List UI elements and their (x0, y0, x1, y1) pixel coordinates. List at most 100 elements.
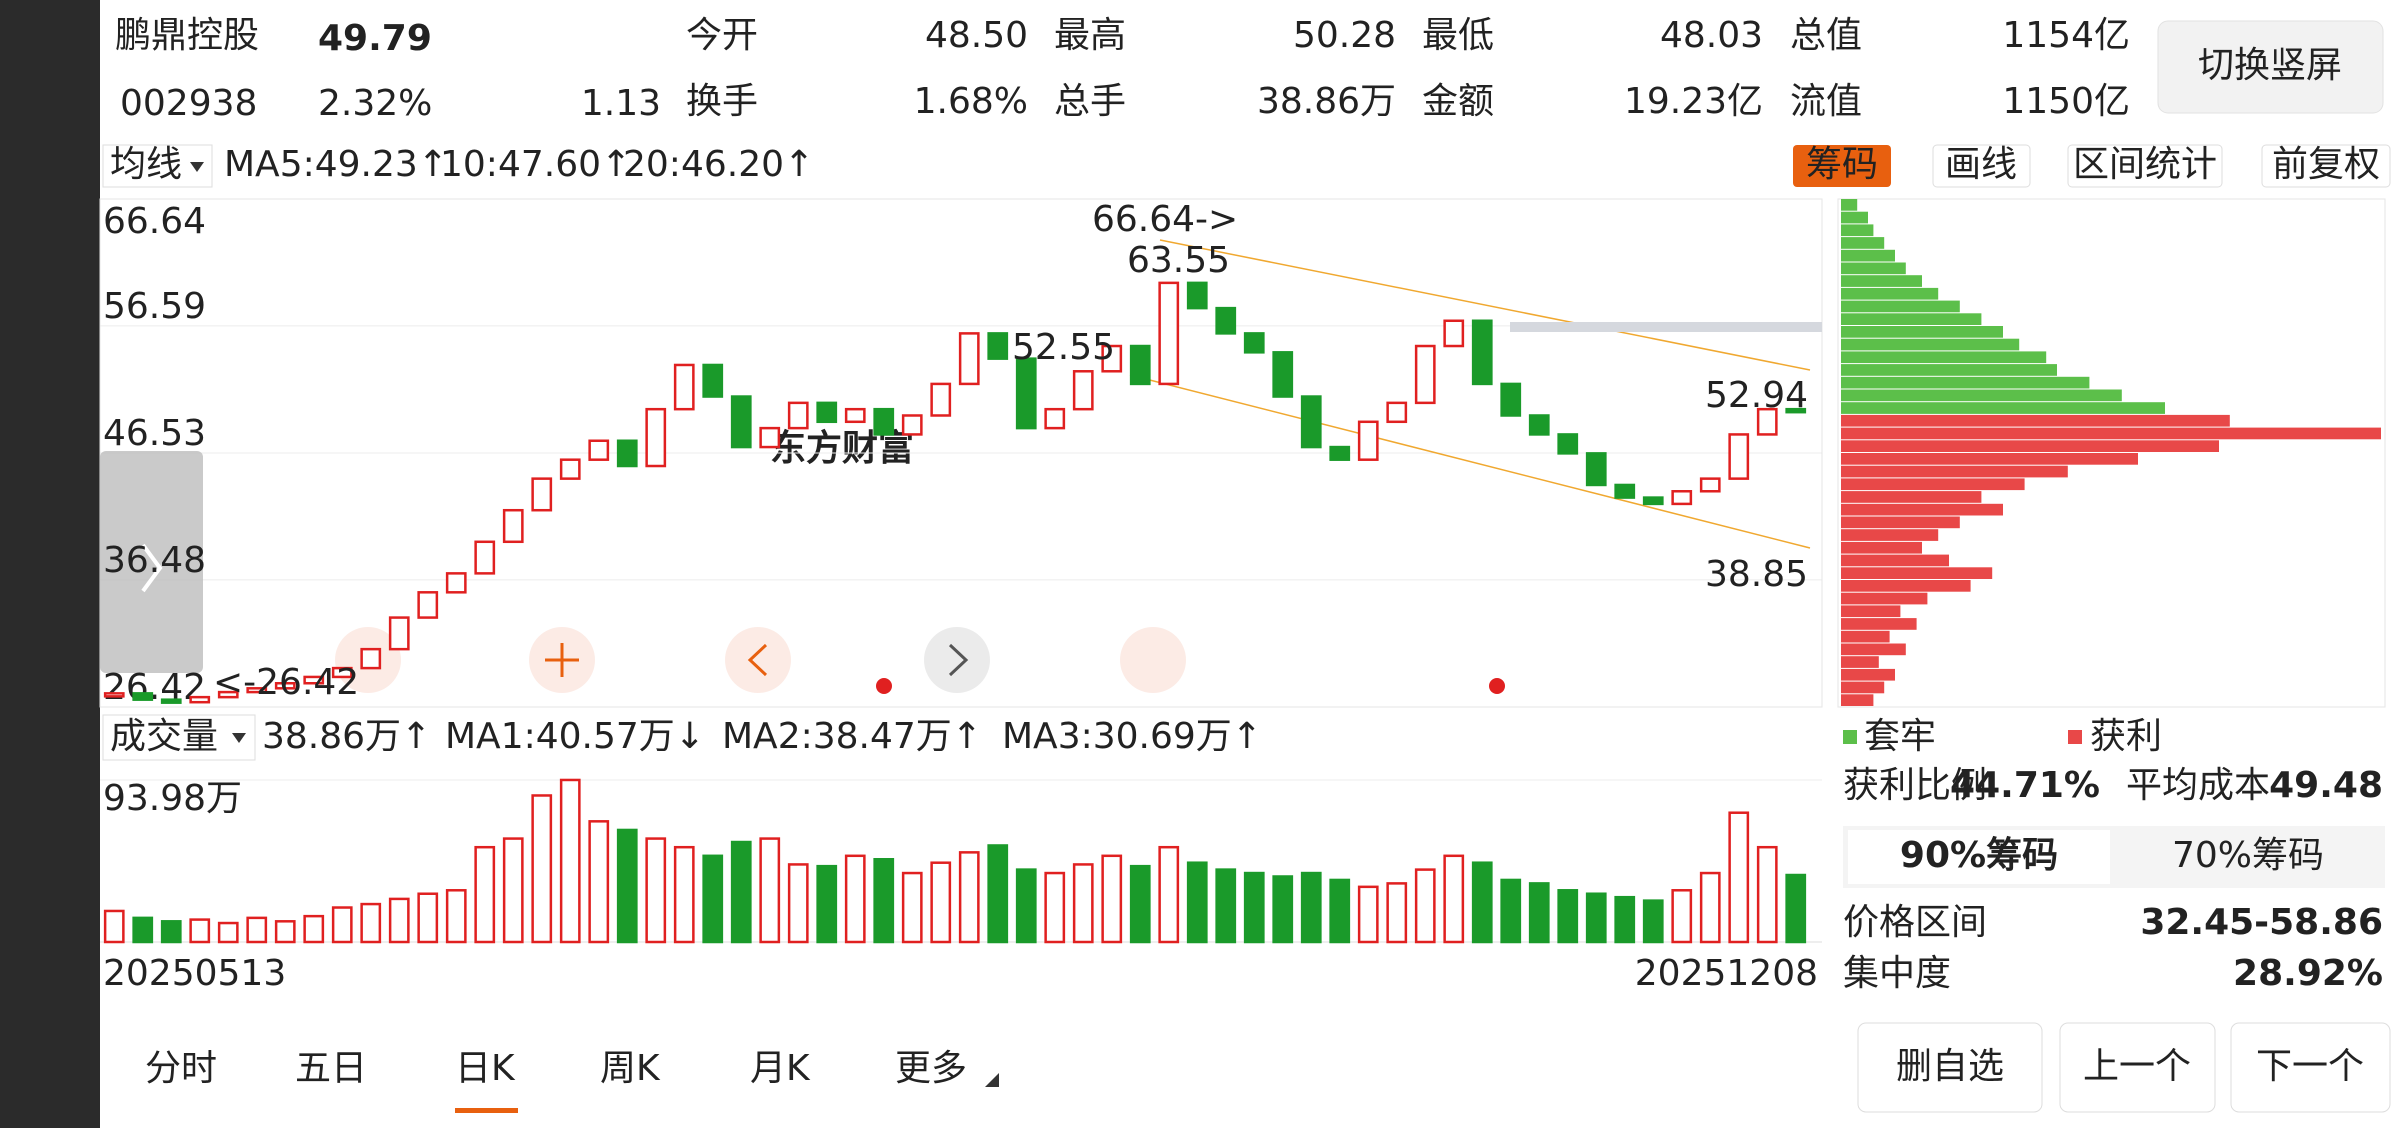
volume-bar (189, 918, 211, 944)
candle (673, 363, 695, 411)
chip-bar (1841, 592, 1928, 605)
action-button[interactable] (2059, 1022, 2216, 1113)
volume-bar (1699, 871, 1721, 944)
action-label[interactable]: 删自选 (1896, 1046, 2004, 1087)
candle (1272, 351, 1294, 398)
chip-bar (1841, 554, 1949, 567)
date-label: 20251208 (1635, 953, 1818, 994)
volume-bar (1072, 863, 1094, 944)
chip-bar (1841, 668, 1895, 681)
volume-bar (1044, 871, 1066, 944)
annotation: 63.55 (1127, 240, 1230, 281)
field-value: 1150亿 (2002, 81, 2130, 122)
period-tab[interactable]: 周K (600, 1048, 661, 1089)
volume-bar (246, 916, 268, 944)
chip-bar (1841, 465, 2068, 478)
annotation: 66.64-> (1092, 199, 1238, 240)
reset-button[interactable] (1120, 627, 1186, 693)
chip-bar (1841, 199, 1858, 211)
field-label: 最高 (1054, 15, 1126, 56)
orient-button[interactable] (2157, 20, 2384, 114)
volume-bar (1614, 895, 1636, 944)
tab-underline (455, 1108, 518, 1113)
action-button[interactable] (2230, 1022, 2391, 1113)
dropdown-icon (190, 162, 204, 172)
candle (844, 407, 866, 424)
tool-active[interactable] (1793, 145, 1891, 187)
candle (360, 647, 382, 670)
candle (417, 591, 439, 619)
legend-label: 套牢 (1864, 716, 1936, 757)
candle (559, 458, 581, 480)
candle (1072, 370, 1094, 411)
candle (303, 675, 325, 685)
volume-ma-value: 38.86万↑ (262, 716, 431, 757)
action-label[interactable]: 上一个 (2083, 1046, 2191, 1087)
event-dot (1489, 678, 1505, 694)
candle (1699, 477, 1721, 493)
candle (189, 695, 211, 704)
chip-bar (1841, 224, 1874, 237)
volume-bar (103, 909, 125, 944)
y-tick-label: 26.42 (103, 667, 206, 708)
period-tab[interactable]: 更多 (895, 1048, 967, 1089)
left-icon (747, 643, 768, 677)
volume-bar (1215, 868, 1237, 944)
plus-icon (545, 643, 579, 677)
chip-bar (1841, 618, 1917, 630)
next-button[interactable] (924, 627, 990, 693)
chip-frame (1837, 198, 2386, 708)
volume-bar (588, 820, 610, 944)
volume-bar (1671, 889, 1693, 944)
chip-bar (1841, 478, 2025, 491)
chip-bar (1841, 211, 1868, 224)
side-panel-toggle[interactable] (100, 451, 203, 673)
candle (645, 407, 667, 468)
channel-line (1129, 374, 1811, 549)
annotation: <-26.42 (213, 662, 359, 703)
volume-bar (559, 778, 581, 944)
candle (1443, 319, 1465, 348)
action-button[interactable] (1857, 1022, 2043, 1113)
prev-button[interactable] (725, 627, 791, 693)
period-tab[interactable]: 五日 (295, 1048, 367, 1089)
field-label: 流值 (1790, 81, 1862, 122)
tool[interactable] (1932, 144, 2031, 188)
candle (388, 616, 410, 651)
chip-bar (1841, 402, 2165, 414)
field-value: 48.03 (1660, 15, 1763, 56)
candle (958, 332, 980, 386)
annotation: 38.85 (1705, 554, 1808, 595)
tool-label: 筹码 (1806, 144, 1878, 185)
candle (1186, 281, 1208, 310)
action-label[interactable]: 下一个 (2256, 1046, 2364, 1087)
volume-bar (1300, 871, 1322, 944)
candle (1300, 395, 1322, 449)
period-tab[interactable]: 分时 (145, 1048, 217, 1089)
period-tab[interactable]: 月K (750, 1048, 811, 1089)
candle (987, 332, 1009, 360)
volume-bar (702, 854, 724, 944)
field-label: 最低 (1422, 15, 1494, 56)
chip-bar (1841, 326, 2003, 338)
volume-bar (502, 837, 524, 944)
candle (1471, 319, 1493, 386)
period-tab[interactable]: 日K (455, 1048, 516, 1089)
stat-value: 49.48 (2269, 765, 2383, 806)
candle (1129, 344, 1151, 386)
chip-bar (1841, 300, 1960, 313)
chip-bar (1841, 453, 2138, 465)
tool[interactable] (2067, 144, 2223, 188)
volume-bar (1414, 868, 1436, 944)
chip-bar (1841, 567, 1993, 579)
volume-bar (1101, 854, 1123, 944)
tool-label: 前复权 (2272, 144, 2380, 185)
tool[interactable] (2261, 144, 2391, 188)
volume-bar (1443, 854, 1465, 944)
y-tick-label: 36.48 (103, 540, 206, 581)
ma-selector-label: 均线 (110, 144, 182, 185)
chip-tab-active[interactable] (1848, 830, 2110, 884)
chip-bar (1841, 287, 1939, 300)
volume-selector[interactable] (102, 714, 256, 761)
